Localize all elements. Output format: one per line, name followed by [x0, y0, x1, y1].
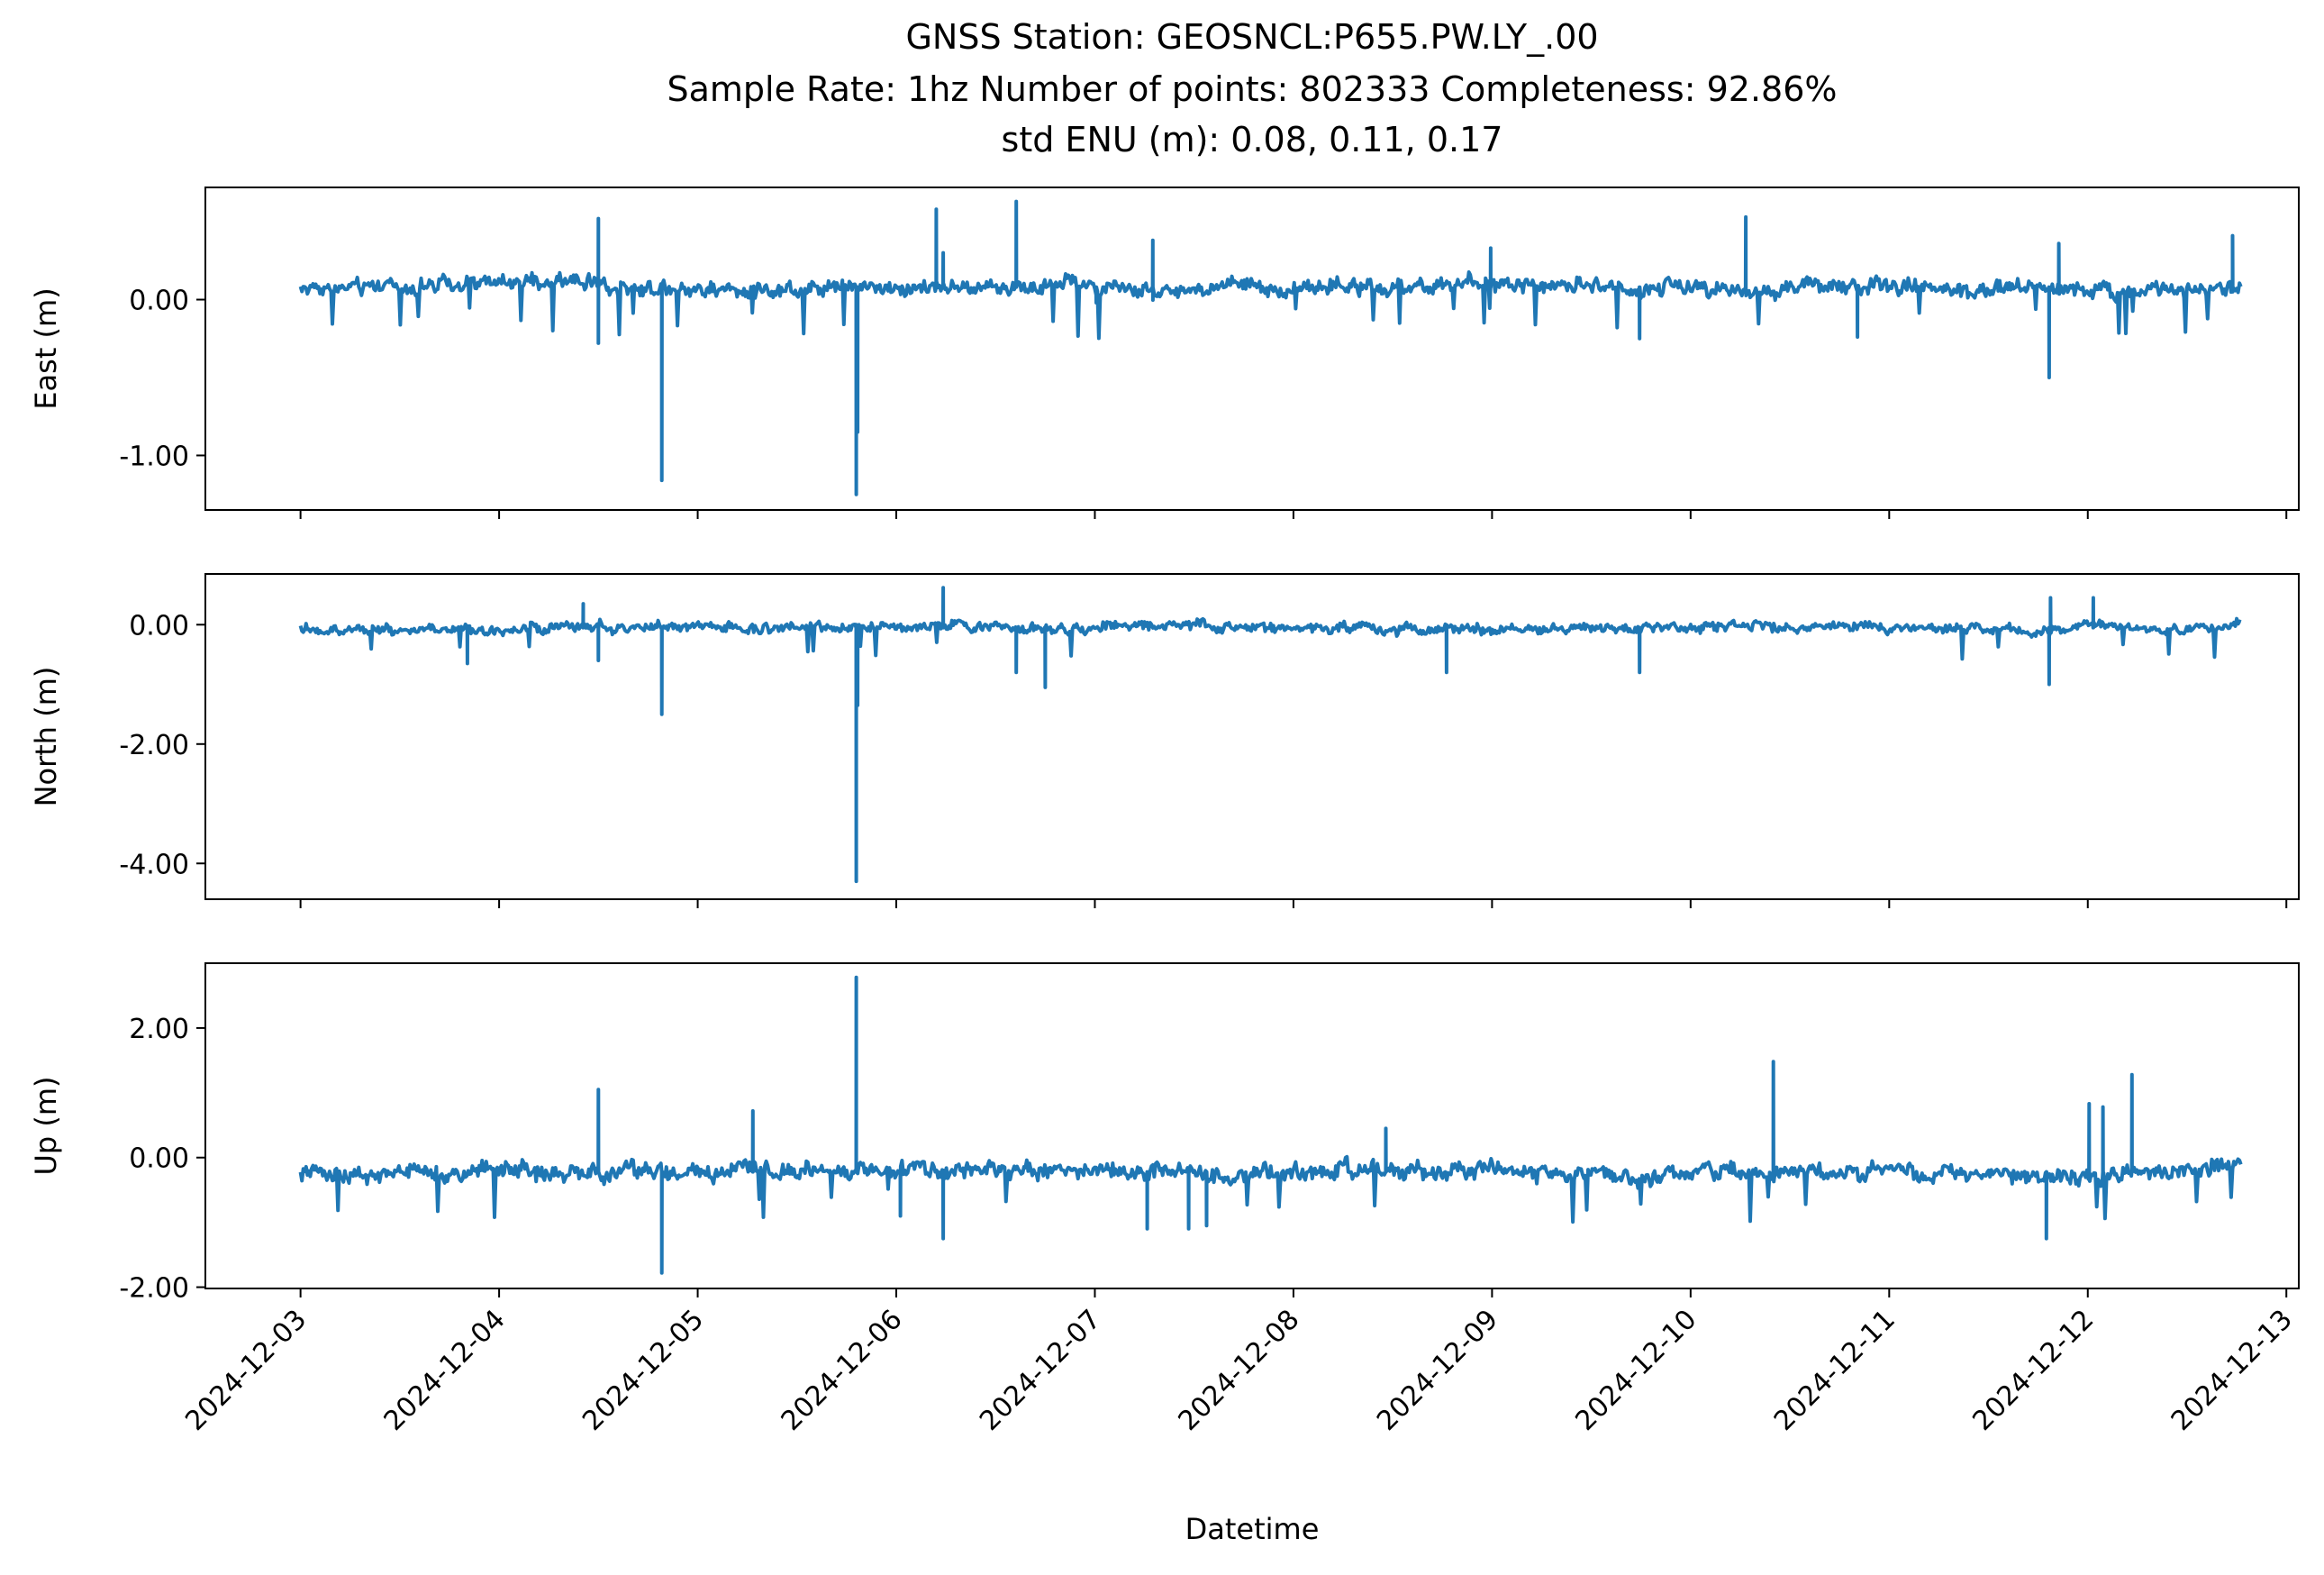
y-tick-label: -4.00 [119, 849, 189, 880]
x-axis-label: Datetime [1185, 1512, 1320, 1546]
y-axis-label: East (m) [29, 287, 63, 409]
east-panel: 0.00 -1.00 East (m) [29, 187, 2300, 519]
x-tick-label: 2024-12-07 [974, 1304, 1107, 1437]
chart-title-line-1: GNSS Station: GEOSNCL:P655.PW.LY_.00 [905, 17, 1598, 57]
y-tick-label: -1.00 [119, 441, 189, 472]
plot-frame [204, 187, 2300, 511]
y-tick-label: 0.00 [129, 610, 189, 642]
series-line [298, 975, 2243, 1275]
y-tick-label: -2.00 [119, 1273, 189, 1305]
chart-title-line-3: std ENU (m): 0.08, 0.11, 0.17 [1002, 120, 1503, 159]
x-tick-label: 2024-12-09 [1371, 1304, 1504, 1437]
x-tick-label: 2024-12-05 [576, 1304, 710, 1437]
plot-frame [204, 962, 2300, 1289]
x-tick-label: 2024-12-10 [1569, 1304, 1702, 1437]
y-tick-label: 0.00 [129, 1143, 189, 1175]
x-tick-label: 2024-12-08 [1173, 1304, 1306, 1437]
y-tick-label: 2.00 [129, 1014, 189, 1045]
x-tick-label: 2024-12-03 [179, 1304, 313, 1437]
chart-title-line-2: Sample Rate: 1hz Number of points: 80233… [667, 69, 1838, 109]
x-tick-label: 2024-12-11 [1768, 1304, 1902, 1437]
up-panel: 2.00 0.00 -2.00 Up (m) 2024-12-03 2024-12-04 2… [29, 962, 2300, 1437]
y-axis-label: North (m) [29, 667, 63, 807]
y-tick-label: -2.00 [119, 730, 189, 761]
plot-frame [204, 573, 2300, 900]
x-tick-label: 2024-12-12 [1966, 1304, 2100, 1437]
x-tick-label: 2024-12-13 [2165, 1304, 2299, 1437]
x-tick-label: 2024-12-04 [378, 1304, 512, 1437]
y-tick-label: 0.00 [129, 286, 189, 317]
north-panel: 0.00 -2.00 -4.00 North (m) [29, 573, 2300, 908]
y-axis-label: Up (m) [29, 1076, 63, 1175]
series-line [298, 199, 2243, 496]
x-tick-label: 2024-12-06 [776, 1304, 909, 1437]
series-line [298, 586, 2242, 884]
